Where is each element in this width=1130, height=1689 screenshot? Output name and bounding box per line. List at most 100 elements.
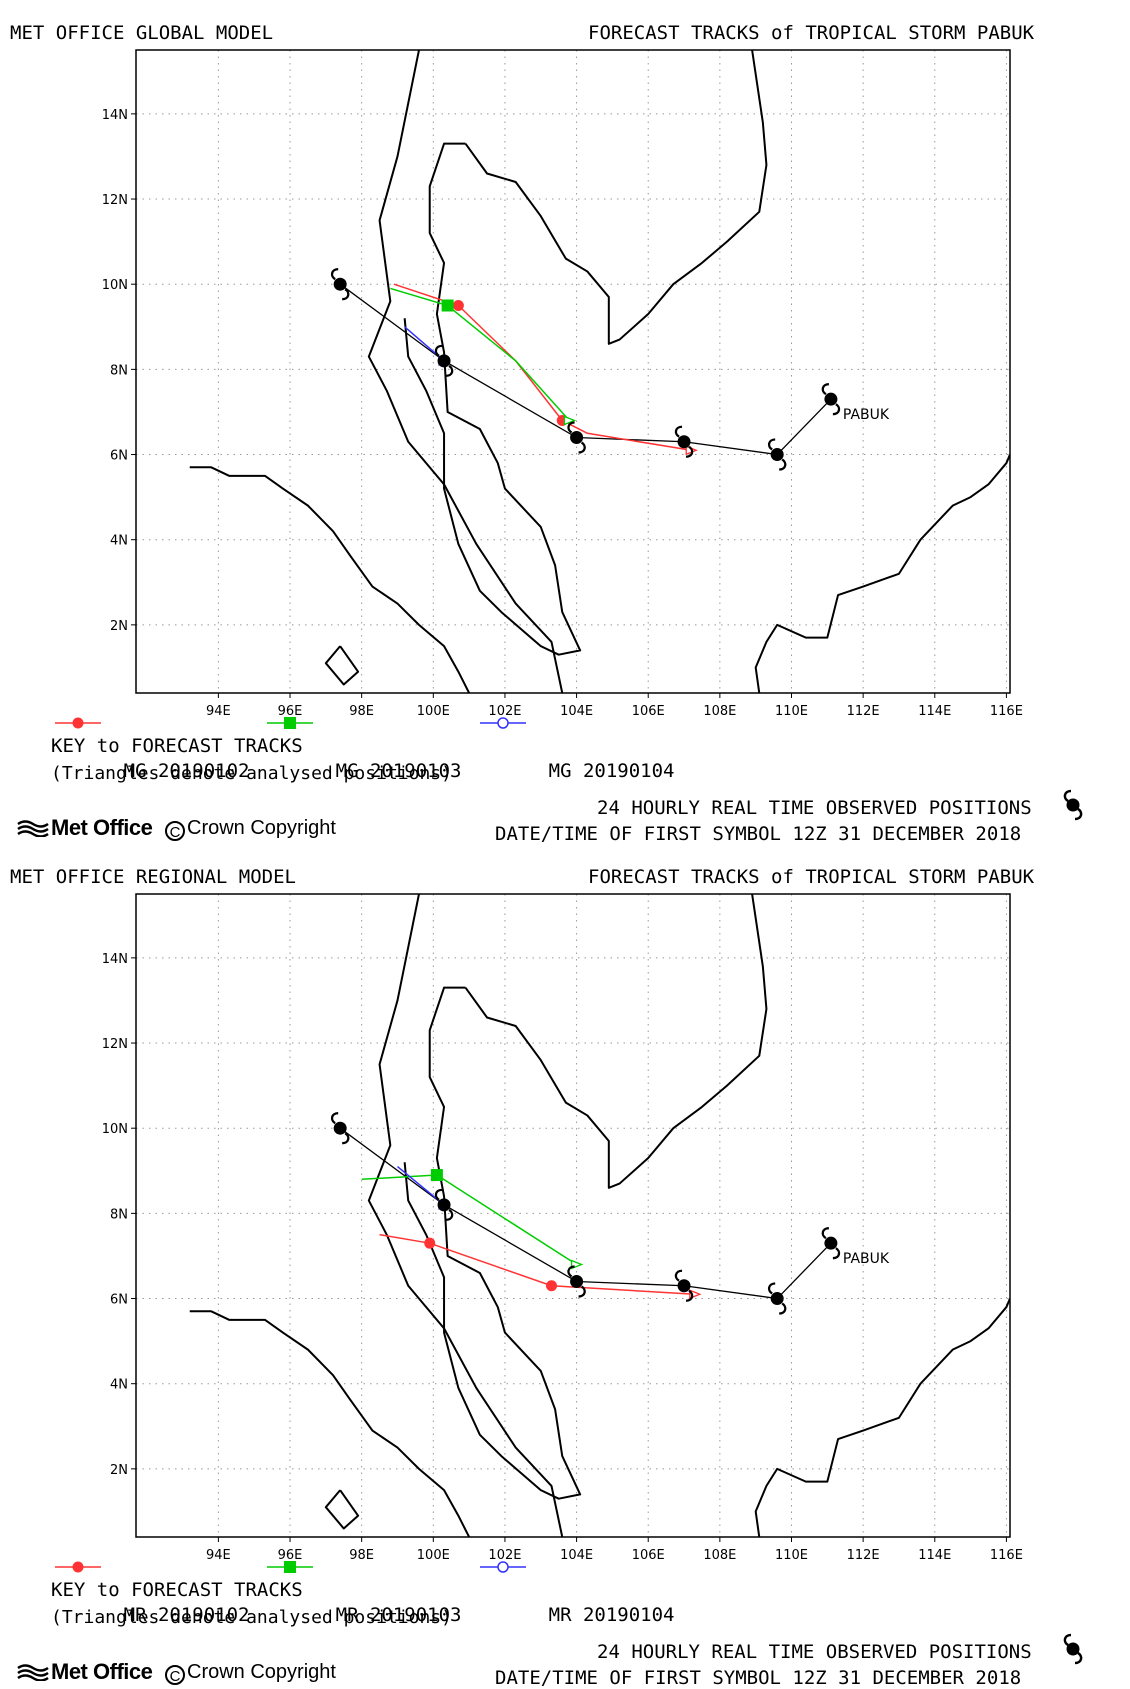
forecast-track-green (390, 287, 570, 421)
forecast-map: 94E 96E 98E 100E 102E 104E 106E 108E 110E 112E 114… (102, 893, 1023, 1563)
legend-label: MG 20190104 (548, 760, 675, 782)
legend-label: MG 20190102 (123, 760, 250, 782)
crown-copyright: C Crown Copyright (165, 817, 336, 841)
x-tick-label: 108E (703, 1548, 736, 1563)
coastlines (189, 894, 1010, 1537)
x-tick-label: 110E (775, 704, 808, 719)
legend-item-red: MG 20190102 (55, 716, 249, 804)
x-tick-label: 108E (703, 704, 736, 719)
legend-label: MR 20190104 (548, 1604, 675, 1626)
storm-symbol-icon (567, 1265, 586, 1298)
plot-frame (135, 49, 1011, 694)
forecast-marker-circle (546, 1280, 558, 1292)
forecast-marker-square (441, 299, 454, 312)
legend-swatch-red-circle (55, 717, 101, 729)
coastline (464, 894, 768, 1189)
legend-swatch-blue-circle (480, 1561, 526, 1573)
x-tick-label: 98E (349, 1548, 374, 1563)
y-tick-label: 2N (110, 1463, 128, 1478)
first-symbol-label: DATE/TIME OF FIRST SYMBOL 12Z 31 DECEMBE… (495, 1667, 1022, 1689)
observed-track-line (339, 1127, 832, 1300)
x-tick-label: 106E (632, 704, 665, 719)
y-tick-label: 12N (102, 1037, 128, 1052)
plot-frame (135, 893, 1011, 1538)
y-tick-label: 2N (110, 619, 128, 634)
observed-positions-label: 24 HOURLY REAL TIME OBSERVED POSITIONS (597, 797, 1032, 819)
storm-symbol-icon (567, 421, 586, 454)
x-tick-label: 112E (847, 1548, 880, 1563)
storm-symbol-icon (674, 1269, 694, 1302)
legend-swatch-green-square (267, 717, 313, 729)
y-tick-label: 6N (110, 1293, 128, 1308)
analysed-position-triangle (563, 415, 577, 426)
y-tick-label: 14N (102, 952, 128, 967)
storm-symbol-icon (434, 1188, 454, 1222)
x-tick-label: 116E (990, 1548, 1023, 1563)
x-tick-label: 94E (206, 1548, 231, 1563)
legend-item-blue: MG 20190104 (480, 716, 674, 804)
y-tick-label: 8N (110, 363, 128, 378)
x-tick-label: 106E (632, 1548, 665, 1563)
x-tick-label: 102E (488, 704, 521, 719)
legend-item-blue: MR 20190104 (480, 1560, 674, 1648)
legend: MG 20190102 MG 20190103 MG 20190104 (55, 716, 755, 782)
x-tick-label: 104E (560, 1548, 593, 1563)
x-tick-label: 116E (990, 704, 1023, 719)
storm-name-label: PABUK (843, 407, 890, 423)
coastline (189, 466, 471, 693)
y-tick-label: 4N (110, 1378, 128, 1393)
crown-copyright: C Crown Copyright (165, 1661, 336, 1685)
copyright-text: Crown Copyright (187, 817, 336, 839)
storm-symbol-icon (821, 383, 841, 416)
legend-swatch-red-circle (55, 1561, 101, 1573)
legend-label: MG 20190103 (335, 760, 462, 782)
y-tick-label: 12N (102, 193, 128, 208)
met-office-brand: Met Office (51, 1659, 153, 1684)
x-tick-label: 104E (560, 704, 593, 719)
storm-symbol-icon (1063, 789, 1083, 821)
model-title: MET OFFICE REGIONAL MODEL (10, 866, 296, 888)
x-tick-label: 100E (417, 1548, 450, 1563)
x-tick-label: 94E (206, 704, 231, 719)
regional-model-panel: MET OFFICE REGIONAL MODEL FORECAST TRACK… (0, 844, 1130, 1688)
key-title: KEY to FORECAST TRACKS (51, 735, 303, 757)
y-tick-label: 6N (110, 449, 128, 464)
legend-label: MR 20190103 (335, 1604, 462, 1626)
y-tick-label: 8N (110, 1207, 128, 1222)
storm-symbol-icon (674, 425, 694, 458)
y-tick-label: 14N (102, 108, 128, 123)
legend-label: MR 20190102 (123, 1604, 250, 1626)
x-tick-label: 100E (417, 704, 450, 719)
forecast-track-red (379, 1233, 695, 1296)
storm-symbol-icon (330, 1112, 350, 1145)
forecast-marker-square (430, 1169, 443, 1182)
x-tick-label: 96E (278, 1548, 303, 1563)
forecast-map: 94E 96E 98E 100E 102E 104E 106E 108E 110E 112E 114… (102, 49, 1023, 719)
key-title: KEY to FORECAST TRACKS (51, 1579, 303, 1601)
x-tick-label: 110E (775, 1548, 808, 1563)
key-note: (Triangles denote analysed positions) (51, 1607, 452, 1628)
coastline (754, 454, 1010, 693)
x-tick-label: 96E (278, 704, 303, 719)
legend-swatch-blue-circle (480, 717, 526, 729)
coastline (324, 1489, 360, 1530)
forecast-marker-circle (452, 299, 464, 311)
legend-swatch-green-square (267, 1561, 313, 1573)
y-tick-label: 10N (102, 1122, 128, 1137)
copyright-text: Crown Copyright (187, 1661, 336, 1683)
coastlines (189, 50, 1010, 693)
met-office-logo-icon (17, 820, 49, 837)
copyright-icon: C (165, 1665, 185, 1685)
storm-symbol-icon (330, 268, 350, 301)
observed-positions-label: 24 HOURLY REAL TIME OBSERVED POSITIONS (597, 1641, 1032, 1663)
coastline (189, 1310, 471, 1537)
storm-name-label: PABUK (843, 1251, 890, 1267)
global-model-panel: MET OFFICE GLOBAL MODEL FORECAST TRACKS … (0, 0, 1130, 844)
legend: MR 20190102 MR 20190103 MR 20190104 (55, 1560, 755, 1626)
coastline (464, 50, 768, 345)
coastline (367, 894, 564, 1537)
met-office-brand: Met Office (51, 815, 153, 840)
y-tick-label: 4N (110, 534, 128, 549)
first-symbol-label: DATE/TIME OF FIRST SYMBOL 12Z 31 DECEMBE… (495, 823, 1022, 845)
chart-title: FORECAST TRACKS of TROPICAL STORM PABUK (588, 866, 1035, 888)
